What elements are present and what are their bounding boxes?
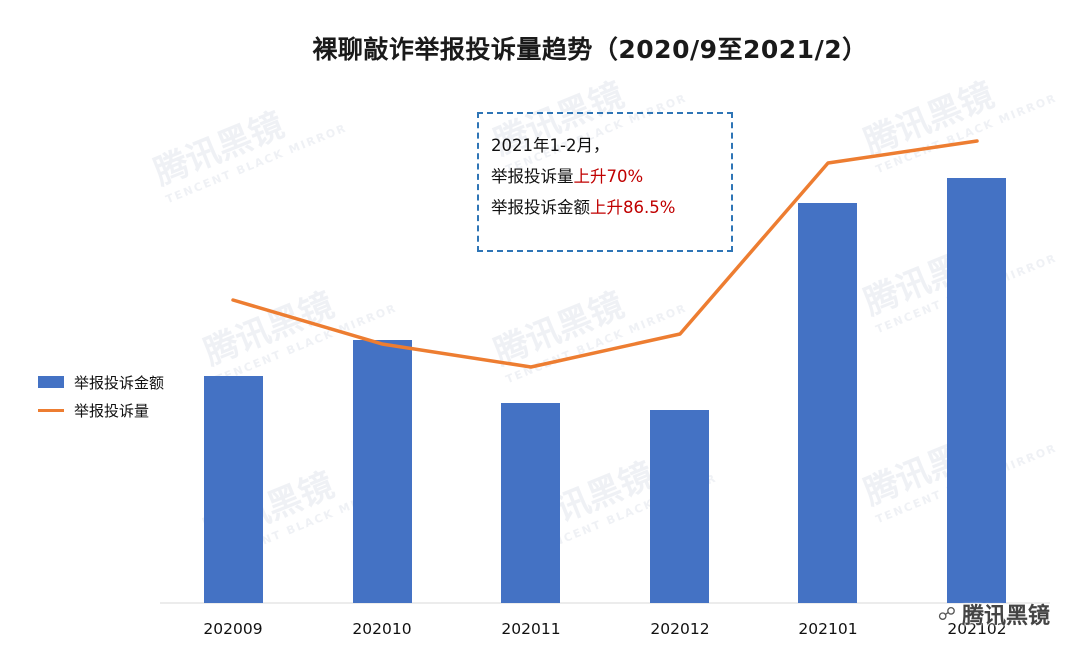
callout-annotation: 2021年1-2月， 举报投诉量上升70% 举报投诉金额上升86.5% [477, 112, 733, 252]
x-tick-label: 202012 [650, 620, 710, 638]
callout-line-2-highlight: 上升70% [573, 167, 644, 186]
bar-202010 [353, 340, 412, 603]
legend: 举报投诉金额 举报投诉量 [38, 368, 164, 424]
legend-line-swatch-icon [38, 408, 64, 412]
callout-line-3-prefix: 举报投诉金额 [491, 198, 590, 217]
complaint-volume-line [231, 139, 979, 369]
callout-line-2-prefix: 举报投诉量 [491, 167, 574, 186]
wechat-icon: ☍ [937, 603, 956, 625]
bar-202101 [798, 203, 857, 603]
x-tick-label: 202102 [947, 620, 1007, 638]
legend-bar-swatch-icon [38, 376, 64, 388]
callout-line-3-highlight: 上升86.5% [590, 198, 676, 217]
callout-line-2: 举报投诉量上升70% [491, 161, 731, 192]
x-tick-label: 202011 [501, 620, 561, 638]
legend-item-amount: 举报投诉金额 [38, 368, 164, 396]
footer-brand: ☍ 腾讯黑镜 [938, 598, 1050, 630]
bar-202009 [204, 376, 263, 603]
callout-line-3: 举报投诉金额上升86.5% [491, 192, 731, 223]
bar-202012 [650, 410, 709, 603]
bar-202011 [501, 403, 560, 603]
callout-line-1: 2021年1-2月， [491, 136, 610, 155]
chart-title: 裸聊敲诈举报投诉量趋势（2020/9至2021/2） [312, 35, 868, 64]
x-tick-label: 202010 [352, 620, 412, 638]
legend-bar-label: 举报投诉金额 [74, 373, 165, 392]
legend-line-label: 举报投诉量 [74, 401, 150, 420]
x-tick-label: 202101 [798, 620, 858, 638]
legend-item-volume: 举报投诉量 [38, 396, 164, 424]
x-tick-label: 202009 [203, 620, 263, 638]
footer-brand-text: 腾讯黑镜 [961, 604, 1050, 629]
bar-202102 [947, 178, 1006, 603]
